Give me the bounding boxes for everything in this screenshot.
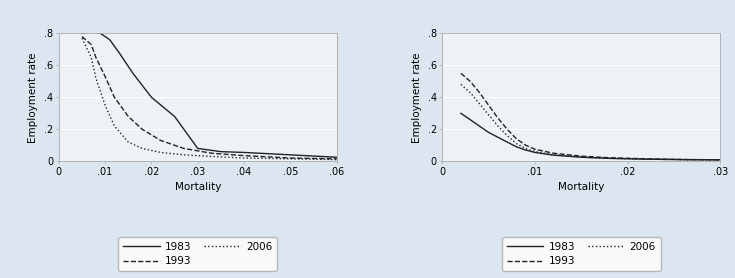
- X-axis label: Mortality: Mortality: [558, 182, 604, 192]
- Y-axis label: Employment rate: Employment rate: [412, 52, 422, 143]
- Legend: 1983, 1993, 2006: 1983, 1993, 2006: [502, 237, 661, 271]
- X-axis label: Mortality: Mortality: [175, 182, 221, 192]
- Legend: 1983, 1993, 2006: 1983, 1993, 2006: [118, 237, 277, 271]
- Y-axis label: Employment rate: Employment rate: [29, 52, 38, 143]
